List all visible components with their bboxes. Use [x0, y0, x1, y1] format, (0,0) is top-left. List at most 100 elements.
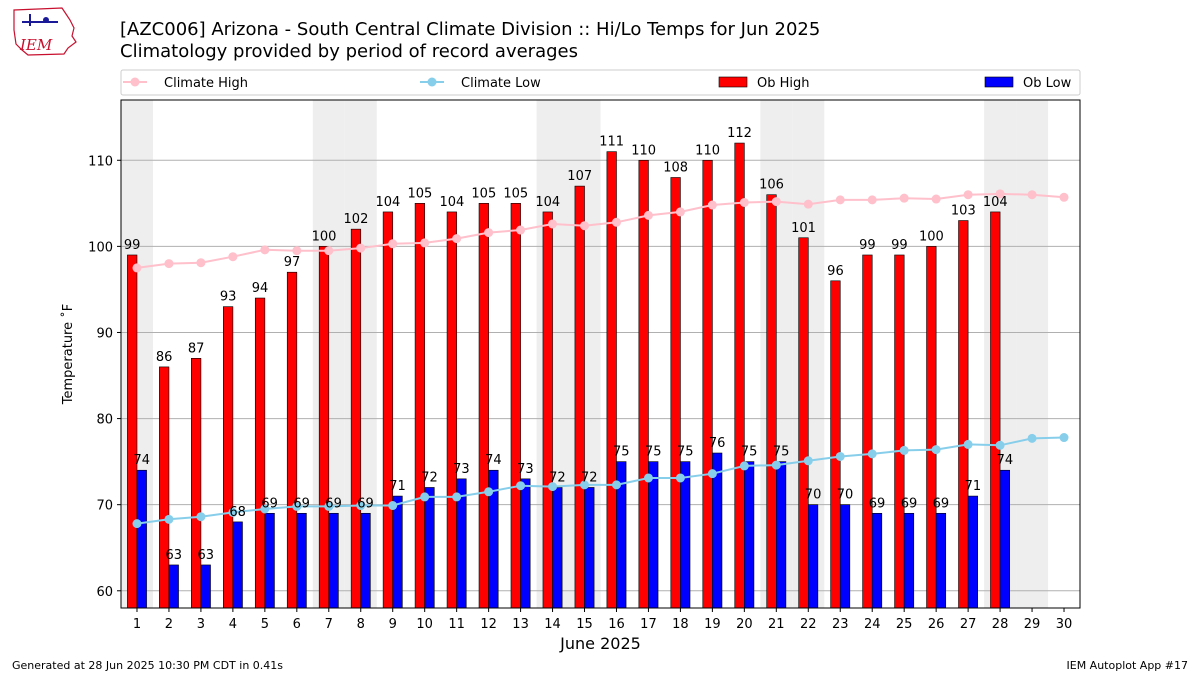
ob-low-label: 75 — [773, 445, 790, 460]
ob-high-label: 107 — [567, 169, 592, 184]
legend-marker — [130, 77, 140, 87]
climate-low-point — [739, 461, 749, 471]
ob-low-label: 69 — [293, 496, 310, 511]
legend-label: Climate Low — [461, 76, 541, 91]
legend-label: Ob Low — [1023, 76, 1072, 91]
ob-high-label: 105 — [503, 186, 528, 201]
climate-low-point — [803, 456, 813, 466]
x-tick-label: 13 — [512, 617, 529, 632]
y-tick-label: 60 — [96, 585, 113, 600]
ob-low-label: 71 — [965, 479, 982, 494]
climate-high-point — [356, 243, 366, 253]
climate-high-point — [995, 189, 1005, 199]
x-tick-label: 3 — [197, 617, 205, 632]
ob-high-label: 102 — [344, 212, 369, 227]
y-tick-label: 70 — [96, 499, 113, 514]
ob-high-label: 106 — [759, 178, 784, 193]
ob-high-bar — [414, 203, 425, 609]
climate-high-point — [1027, 190, 1037, 200]
ob-high-bar — [542, 211, 553, 609]
ob-high-bar — [127, 254, 138, 609]
x-tick-label: 25 — [896, 617, 913, 632]
y-tick-label: 100 — [88, 240, 113, 255]
ob-low-bar — [392, 495, 403, 609]
ob-low-bar — [967, 495, 979, 609]
ob-high-label: 104 — [439, 195, 464, 210]
ob-low-bar — [168, 564, 179, 609]
ob-high-label: 105 — [471, 186, 496, 201]
ob-low-bar — [136, 469, 147, 609]
ob-low-label: 76 — [709, 436, 726, 451]
x-tick-label: 5 — [261, 617, 269, 632]
ob-high-label: 96 — [827, 264, 844, 279]
climate-low-point — [899, 445, 909, 455]
weekend-band — [1016, 100, 1049, 608]
ob-low-label: 75 — [645, 445, 662, 460]
x-tick-label: 7 — [325, 617, 333, 632]
x-tick-label: 30 — [1056, 617, 1073, 632]
climate-low-point — [484, 487, 494, 497]
ob-low-label: 70 — [805, 488, 822, 503]
x-tick-label: 18 — [672, 617, 689, 632]
ob-high-label: 105 — [407, 186, 432, 201]
ob-high-label: 104 — [376, 195, 401, 210]
climate-low-point — [548, 482, 558, 492]
ob-high-label: 100 — [312, 229, 337, 244]
x-tick-label: 14 — [544, 617, 561, 632]
ob-high-bar — [222, 306, 234, 609]
ob-high-bar — [638, 159, 649, 609]
climate-high-point — [675, 207, 685, 217]
legend-label: Climate High — [164, 76, 248, 91]
ob-low-label: 73 — [517, 462, 534, 477]
ob-low-label: 69 — [869, 496, 886, 511]
ob-high-label: 110 — [695, 143, 720, 158]
ob-high-bar — [254, 297, 266, 609]
iem-logo: IEM — [13, 7, 77, 56]
climate-low-point — [675, 473, 685, 483]
climate-low-point — [867, 449, 877, 459]
ob-high-label: 97 — [284, 255, 301, 270]
legend-item: Ob Low — [984, 76, 1072, 91]
legend-item: Ob High — [718, 76, 810, 91]
x-tick-label: 28 — [992, 617, 1009, 632]
x-tick-label: 24 — [864, 617, 881, 632]
ob-high-label: 99 — [124, 238, 141, 253]
ob-high-label: 110 — [631, 143, 656, 158]
chart-subtitle: Climatology provided by period of record… — [120, 41, 578, 62]
ob-low-label: 72 — [549, 470, 566, 485]
climate-low-point — [260, 504, 270, 514]
climate-low-point — [516, 481, 526, 491]
logo-text: IEM — [19, 36, 53, 54]
ob-high-bar — [926, 246, 937, 609]
ob-high-bar — [798, 237, 809, 609]
climate-high-point — [771, 197, 781, 207]
ob-low-label: 63 — [165, 548, 182, 563]
climate-high-point — [1059, 192, 1069, 202]
ob-high-bar — [350, 228, 362, 609]
climate-low-point — [388, 501, 398, 511]
ob-low-bar — [935, 512, 947, 609]
ob-high-label: 99 — [859, 238, 876, 253]
ob-low-label: 72 — [581, 470, 598, 485]
ob-low-label: 75 — [677, 445, 694, 460]
x-tick-label: 16 — [608, 617, 625, 632]
climate-low-point — [196, 512, 206, 522]
x-tick-label: 1 — [133, 617, 141, 632]
climate-high-point — [739, 197, 749, 207]
ob-high-label: 87 — [188, 341, 205, 356]
ob-low-label: 71 — [389, 479, 406, 494]
ob-low-label: 74 — [997, 453, 1014, 468]
ob-low-bar — [424, 487, 435, 609]
climate-high-point — [260, 245, 270, 255]
ob-high-label: 86 — [156, 350, 173, 365]
climate-low-point — [420, 492, 430, 502]
climate-high-point — [899, 193, 909, 203]
climate-high-point — [196, 258, 206, 268]
ob-high-label: 100 — [919, 229, 944, 244]
x-tick-label: 20 — [736, 617, 753, 632]
legend-bar-swatch — [984, 76, 1014, 88]
ob-low-bar — [552, 487, 563, 609]
y-axis-ticks: 60 70 80 90 100 110 — [88, 154, 121, 600]
x-tick-label: 17 — [640, 617, 657, 632]
